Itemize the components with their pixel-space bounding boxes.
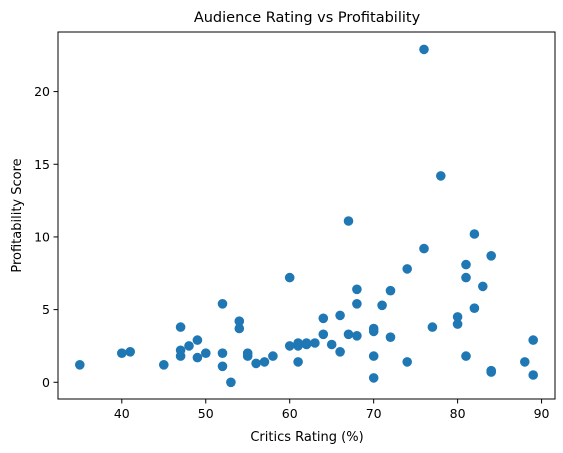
x-tick-label: 60 — [282, 406, 298, 421]
data-point — [528, 335, 538, 345]
x-axis-ticks: 40 50 60 70 80 90 — [114, 399, 550, 421]
data-point — [175, 345, 186, 356]
data-point — [419, 44, 429, 55]
x-tick-label: 40 — [114, 406, 130, 421]
data-point — [251, 358, 261, 369]
data-point — [520, 357, 530, 367]
data-point — [385, 332, 396, 343]
data-point — [461, 351, 471, 361]
data-point — [452, 319, 463, 329]
data-point — [385, 285, 396, 296]
data-point — [284, 341, 295, 351]
data-point — [159, 360, 169, 370]
data-point — [419, 243, 429, 254]
data-point — [318, 329, 329, 340]
data-point — [478, 281, 488, 292]
data-point — [368, 323, 379, 334]
data-point — [427, 322, 438, 332]
data-point — [528, 370, 538, 380]
data-point — [293, 357, 303, 367]
data-point — [469, 229, 480, 239]
data-point — [75, 360, 85, 370]
data-point — [326, 339, 337, 350]
y-tick-label: 0 — [42, 375, 50, 390]
data-point — [125, 347, 135, 357]
data-point — [352, 284, 362, 295]
y-axis-ticks: 0 5 10 15 20 — [34, 84, 58, 390]
data-point — [461, 259, 471, 270]
x-tick-label: 70 — [366, 406, 382, 421]
data-point — [352, 299, 362, 309]
x-tick-label: 50 — [198, 406, 214, 421]
data-point — [234, 323, 245, 334]
data-point — [217, 348, 228, 359]
x-axis-label: Critics Rating (%) — [250, 430, 363, 445]
data-point — [259, 357, 270, 367]
y-axis-label: Profitability Score — [10, 158, 25, 272]
plot-frame — [57, 31, 556, 400]
data-point — [268, 351, 278, 361]
data-point — [192, 335, 203, 345]
data-points — [75, 44, 538, 388]
y-tick-label: 15 — [34, 157, 50, 172]
chart-title: Audience Rating vs Profitability — [194, 10, 421, 26]
data-point — [175, 322, 186, 332]
data-point — [486, 365, 497, 376]
y-tick-label: 20 — [34, 84, 50, 99]
data-point — [402, 264, 413, 274]
data-point — [343, 216, 354, 226]
data-point — [469, 303, 480, 314]
x-tick-label: 80 — [450, 406, 466, 421]
data-point — [352, 331, 362, 341]
data-point — [226, 377, 236, 388]
data-point — [335, 347, 345, 357]
data-point — [217, 299, 228, 309]
data-point — [461, 272, 471, 283]
data-point — [284, 272, 295, 283]
data-point — [242, 348, 253, 359]
data-point — [452, 312, 463, 322]
data-point — [343, 329, 354, 340]
data-point — [368, 373, 379, 383]
data-point — [318, 313, 329, 324]
data-point — [310, 338, 320, 348]
y-tick-label: 10 — [34, 229, 50, 244]
data-point — [192, 352, 203, 363]
data-point — [217, 361, 228, 372]
data-point — [201, 348, 211, 359]
data-point — [335, 310, 345, 321]
data-point — [486, 251, 497, 261]
data-point — [436, 171, 446, 181]
data-point — [293, 338, 303, 348]
data-point — [301, 338, 312, 348]
y-tick-label: 5 — [42, 302, 50, 317]
data-point — [117, 348, 127, 359]
data-point — [377, 300, 387, 311]
x-tick-label: 90 — [534, 406, 550, 421]
data-point — [368, 351, 379, 361]
data-point — [184, 341, 194, 351]
data-point — [402, 357, 413, 367]
data-point — [234, 316, 245, 327]
